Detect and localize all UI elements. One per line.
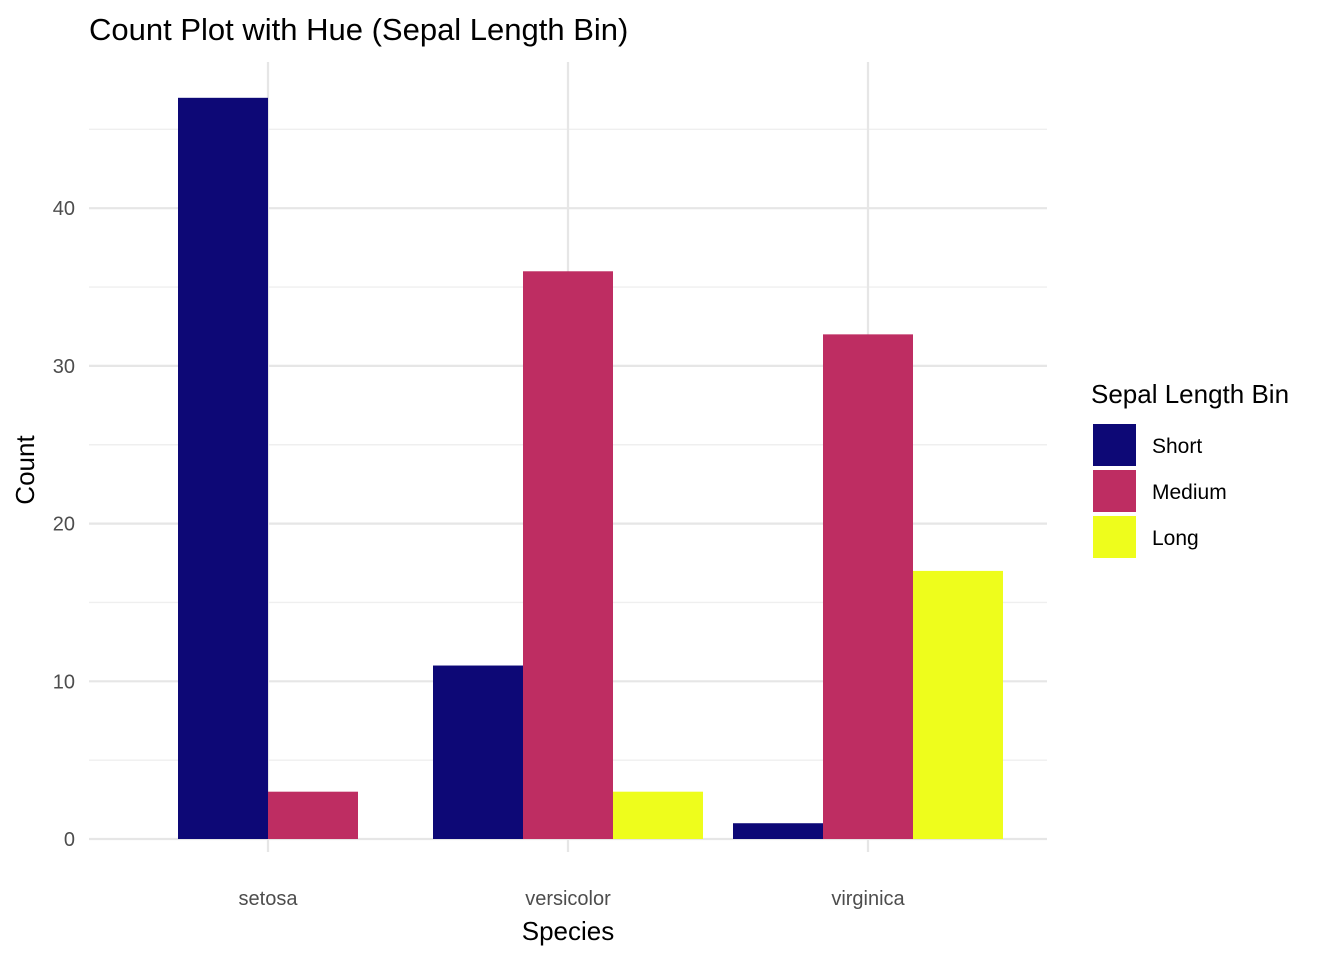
bar-versicolor-long	[613, 791, 703, 839]
legend-key-medium	[1093, 470, 1136, 512]
legend-label: Short	[1152, 435, 1202, 458]
y-tick-label: 0	[64, 829, 75, 851]
bars	[178, 97, 1003, 839]
x-tick-label: virginica	[831, 888, 905, 910]
bar-virginica-short	[733, 823, 823, 839]
bar-setosa-medium	[268, 791, 358, 839]
x-axis-title: Species	[522, 916, 615, 946]
legend-key-long	[1093, 516, 1136, 558]
y-tick-label: 40	[53, 198, 75, 220]
x-tick-label: versicolor	[525, 888, 611, 910]
legend-key-short	[1093, 424, 1136, 466]
legend-label: Long	[1152, 527, 1199, 550]
chart-title: Count Plot with Hue (Sepal Length Bin)	[89, 12, 628, 47]
bar-versicolor-medium	[523, 271, 613, 839]
bar-versicolor-short	[433, 665, 523, 839]
legend: Sepal Length Bin Short Medium Long	[1091, 379, 1289, 558]
x-tick-label: setosa	[239, 888, 299, 910]
x-tick-labels: setosa versicolor virginica	[239, 888, 906, 910]
y-tick-label: 10	[53, 671, 75, 693]
y-tick-label: 30	[53, 356, 75, 378]
legend-label: Medium	[1152, 481, 1227, 504]
legend-title: Sepal Length Bin	[1091, 379, 1289, 409]
bar-virginica-long	[913, 570, 1003, 839]
y-axis-title: Count	[10, 435, 40, 505]
bar-setosa-short	[178, 97, 268, 839]
y-tick-labels: 0 10 20 30 40	[53, 198, 75, 851]
y-tick-label: 20	[53, 514, 75, 536]
bar-virginica-medium	[823, 334, 913, 839]
